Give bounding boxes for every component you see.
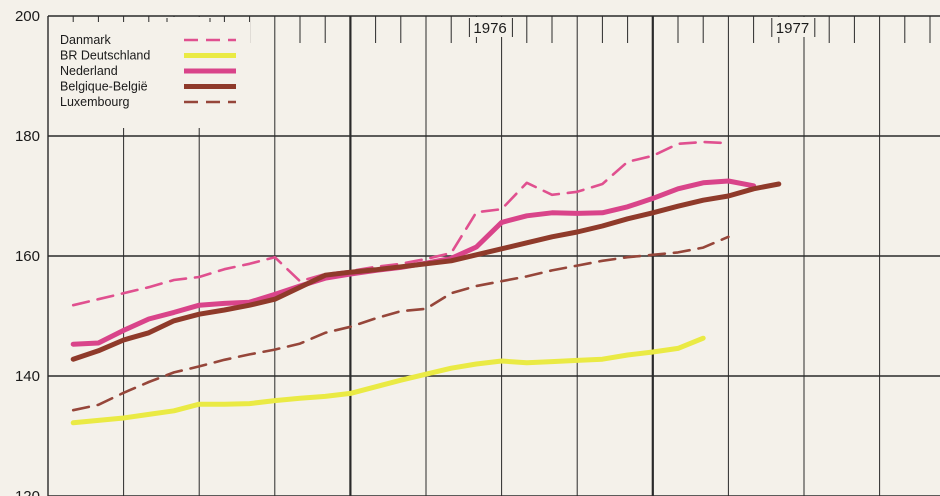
series-line-luxembourg xyxy=(71,235,730,412)
year-label-bg xyxy=(770,17,815,37)
legend-label: Luxembourg xyxy=(60,95,130,109)
legend-label: Belgique-België xyxy=(60,80,148,94)
year-label-bg xyxy=(468,17,513,37)
series-line-belgique-belgi- xyxy=(70,181,782,362)
legend-label: Danmark xyxy=(60,33,111,47)
y-tick-label: 160 xyxy=(15,248,40,265)
legend-label: Nederland xyxy=(60,64,118,78)
y-tick-label: 180 xyxy=(15,128,40,145)
y-tick-label: 120 xyxy=(15,488,40,496)
year-label-1977: 1977 xyxy=(776,20,809,37)
legend-label: BR Deutschland xyxy=(60,49,150,63)
y-tick-label: 140 xyxy=(15,368,40,385)
y-tick-label: 200 xyxy=(15,8,40,25)
series-line-br-deutschland xyxy=(70,335,706,426)
series-lines xyxy=(70,140,782,426)
series-line-danmark xyxy=(71,140,730,307)
year-label-1976: 1976 xyxy=(473,20,506,37)
